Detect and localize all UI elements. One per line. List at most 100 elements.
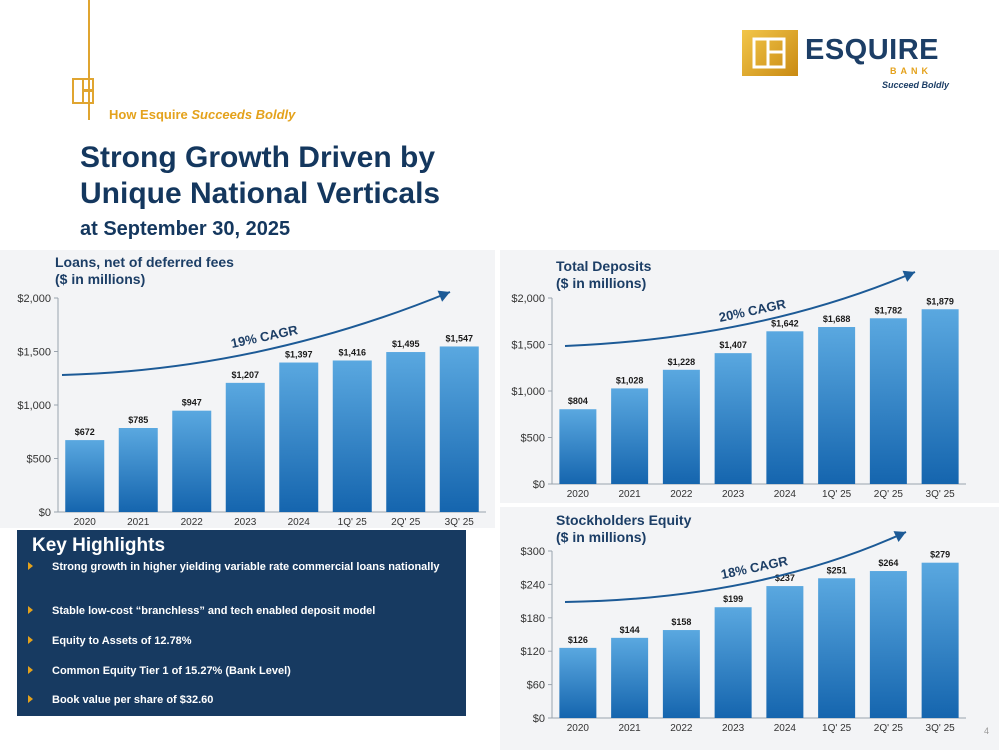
- y-tick-label: $0: [533, 479, 545, 491]
- y-tick-label: $180: [521, 613, 545, 625]
- cagr-arrow-line: [564, 531, 907, 603]
- y-tick-label: $60: [527, 680, 545, 692]
- bar-value-label: $1,416: [338, 347, 366, 357]
- x-tick-label: 1Q' 25: [822, 489, 852, 500]
- cagr-arrowhead-icon: [437, 290, 450, 302]
- bar: [439, 346, 479, 512]
- bar-value-label: $1,397: [285, 350, 313, 360]
- bar: [766, 331, 804, 484]
- esquire-logo-mark: [742, 30, 798, 76]
- x-tick-label: 1Q' 25: [822, 723, 852, 734]
- logo-bank: BANK: [890, 66, 932, 76]
- cagr-label: 19% CAGR: [230, 322, 300, 351]
- x-tick-label: 3Q' 25: [926, 723, 956, 734]
- page-number: 4: [984, 726, 990, 736]
- y-tick-label: $0: [39, 507, 51, 519]
- y-tick-label: $1,500: [511, 340, 545, 352]
- x-tick-label: 2024: [774, 489, 797, 500]
- y-tick-label: $500: [27, 454, 51, 466]
- bar-value-label: $237: [775, 573, 795, 583]
- bar-value-label: $279: [930, 550, 950, 560]
- deposits-bar-chart: $0 $500 $1,000 $1,500 $2,000 $804 2020 $1,028 20…: [511, 270, 966, 500]
- page-date: at September 30, 2025: [80, 218, 291, 240]
- cagr-arrow-line: [61, 291, 451, 376]
- bar-value-label: $251: [827, 565, 847, 575]
- bar: [714, 607, 752, 718]
- x-tick-label: 2021: [619, 723, 642, 734]
- y-tick-label: $2,000: [17, 293, 51, 305]
- highlight-item: Common Equity Tier 1 of 15.27% (Bank Lev…: [28, 664, 448, 679]
- logo-name: ESQUIRE: [805, 34, 940, 66]
- bar: [65, 440, 105, 512]
- bar: [662, 630, 700, 718]
- bar: [921, 309, 959, 484]
- bar-value-label: $264: [878, 558, 898, 568]
- y-tick-label: $500: [521, 433, 545, 445]
- bullet-icon: [28, 636, 33, 644]
- bar-value-label: $199: [723, 594, 743, 604]
- x-tick-label: 2022: [670, 489, 693, 500]
- bar-value-label: $1,028: [616, 375, 644, 385]
- bar-value-label: $785: [128, 415, 148, 425]
- y-tick-label: $1,000: [17, 400, 51, 412]
- bullet-icon: [28, 562, 33, 570]
- y-tick-label: $1,000: [511, 386, 545, 398]
- y-tick-label: $120: [521, 646, 545, 658]
- bar: [869, 318, 907, 484]
- highlight-item: Stable low-cost “branchless” and tech en…: [28, 604, 448, 619]
- y-tick-label: $1,500: [17, 347, 51, 359]
- bar: [869, 571, 907, 718]
- x-tick-label: 2Q' 25: [391, 517, 421, 528]
- bar-value-label: $1,207: [231, 370, 259, 380]
- equity-bar-chart: $0 $60 $120 $180 $240 $300 $126 2020 $144 2021 $15…: [521, 531, 966, 734]
- eb-monogram-icon: [72, 78, 94, 104]
- x-tick-label: 2020: [567, 489, 590, 500]
- logo-tagline: Succeed Boldly: [882, 80, 950, 90]
- highlight-item: Book value per share of $32.60: [28, 693, 448, 708]
- bar-value-label: $158: [671, 617, 691, 627]
- bar: [279, 362, 319, 512]
- gold-accent-line: [88, 0, 90, 120]
- bar: [172, 410, 212, 512]
- x-tick-label: 3Q' 25: [445, 517, 475, 528]
- bar: [662, 369, 700, 484]
- highlight-item: Strong growth in higher yielding variabl…: [28, 560, 448, 575]
- x-tick-label: 2022: [670, 723, 693, 734]
- loans-chart-title: Loans, net of deferred fees ($ in millio…: [55, 254, 234, 287]
- x-tick-label: 1Q' 25: [338, 517, 368, 528]
- bullet-icon: [28, 695, 33, 703]
- bar-value-label: $1,547: [445, 333, 473, 343]
- key-highlights-title: Key Highlights: [32, 535, 166, 556]
- bar: [921, 562, 959, 718]
- eb-logo-icon: [752, 37, 786, 69]
- bar-value-label: $1,228: [668, 357, 696, 367]
- bar: [611, 388, 649, 484]
- bar-value-label: $1,688: [823, 314, 851, 324]
- cagr-arrowhead-icon: [893, 531, 906, 543]
- x-tick-label: 2023: [722, 723, 745, 734]
- bar-value-label: $126: [568, 635, 588, 645]
- bar-value-label: $1,642: [771, 318, 799, 328]
- y-tick-label: $240: [521, 579, 545, 591]
- bar: [714, 353, 752, 484]
- loans-bar-chart: $0 $500 $1,000 $1,500 $2,000 $672 2020 $785 2021…: [17, 290, 486, 528]
- bar-value-label: $1,879: [926, 296, 954, 306]
- key-highlights-panel: [17, 530, 466, 716]
- cagr-arrow-line: [564, 271, 916, 347]
- x-tick-label: 2Q' 25: [874, 723, 904, 734]
- x-tick-label: 2020: [567, 723, 590, 734]
- x-tick-label: 2023: [722, 489, 745, 500]
- equity-chart-title: Stockholders Equity ($ in millions): [556, 512, 692, 545]
- bar-value-label: $1,407: [719, 340, 747, 350]
- page-title: Strong Growth Driven by Unique National …: [80, 141, 441, 210]
- deposits-chart-title: Total Deposits ($ in millions): [556, 258, 652, 291]
- section-tag: How Esquire Succeeds Boldly: [109, 107, 296, 122]
- bar: [611, 637, 649, 718]
- x-tick-label: 2021: [127, 517, 150, 528]
- y-tick-label: $0: [533, 713, 545, 725]
- bar-value-label: $1,782: [875, 305, 903, 315]
- x-tick-label: 2024: [774, 723, 797, 734]
- x-tick-label: 2021: [619, 489, 642, 500]
- bar-value-label: $1,495: [392, 339, 420, 349]
- bar: [118, 428, 158, 512]
